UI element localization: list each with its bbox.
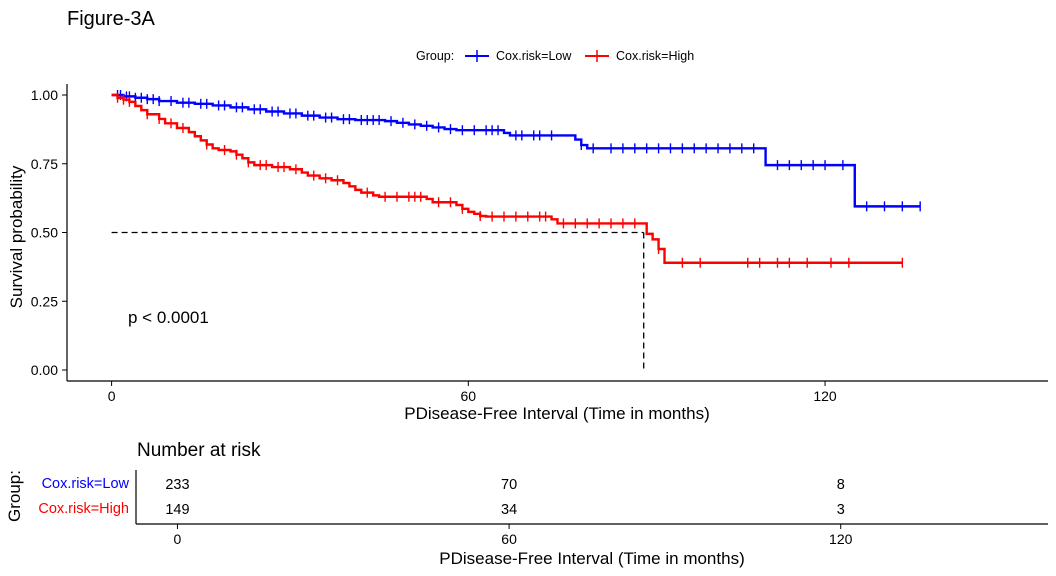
risk-table-title: Number at risk [137, 440, 261, 461]
censor-marks-high [116, 92, 904, 268]
risk-table-group-label: Group: [5, 470, 24, 522]
y-tick-label: 0.75 [31, 156, 58, 172]
censor-marks-low [116, 90, 921, 212]
y-axis-label: Survival probability [7, 165, 26, 308]
x-axis-ticks: 0 60 120 [108, 381, 837, 404]
legend: Group: Cox.risk=Low Cox.risk=High [416, 49, 694, 63]
risk-cell: 8 [837, 477, 845, 493]
risk-cell: 34 [501, 502, 517, 518]
risk-cell: 233 [165, 477, 189, 493]
y-tick-label: 0.25 [31, 293, 58, 309]
risk-table-x-ticks: 0 60 120 [174, 524, 853, 547]
legend-entry-high: Cox.risk=High [585, 49, 694, 63]
legend-label-low: Cox.risk=Low [496, 49, 572, 63]
y-tick-label: 0.00 [31, 362, 58, 378]
risk-x-tick-label: 0 [174, 531, 182, 547]
x-tick-label: 120 [813, 388, 837, 404]
risk-row-label-high: Cox.risk=High [38, 501, 129, 517]
x-axis-label: PDisease-Free Interval (Time in months) [404, 404, 709, 423]
legend-label-high: Cox.risk=High [616, 49, 694, 63]
legend-entry-low: Cox.risk=Low [465, 49, 572, 63]
y-axis-ticks: 0.00 0.25 0.50 0.75 1.00 [31, 87, 67, 378]
survival-plot: Survival probability 0.00 0.25 0.50 0.75 1.0… [7, 84, 1048, 423]
median-survival-lines [111, 231, 645, 370]
risk-row-label-low: Cox.risk=Low [42, 476, 130, 492]
figure-title: Figure-3A [67, 8, 155, 30]
risk-x-tick-label: 60 [501, 531, 517, 547]
y-tick-label: 0.50 [31, 225, 58, 241]
risk-table: Number at risk Group: Cox.risk=Low Cox.r… [5, 440, 1048, 568]
p-value-annotation: p < 0.0001 [128, 308, 209, 327]
km-curve-high [111, 93, 903, 264]
risk-cell: 3 [837, 502, 845, 518]
x-tick-label: 60 [461, 388, 477, 404]
x-tick-label: 0 [108, 388, 116, 404]
risk-table-cells: 233 70 8 149 34 3 [165, 477, 844, 518]
risk-table-x-axis-label: PDisease-Free Interval (Time in months) [439, 549, 744, 568]
risk-cell: 149 [165, 502, 189, 518]
y-tick-label: 1.00 [31, 87, 58, 103]
legend-title: Group: [416, 49, 454, 63]
risk-x-tick-label: 120 [829, 531, 853, 547]
km-curves [111, 90, 921, 268]
risk-cell: 70 [501, 477, 517, 493]
